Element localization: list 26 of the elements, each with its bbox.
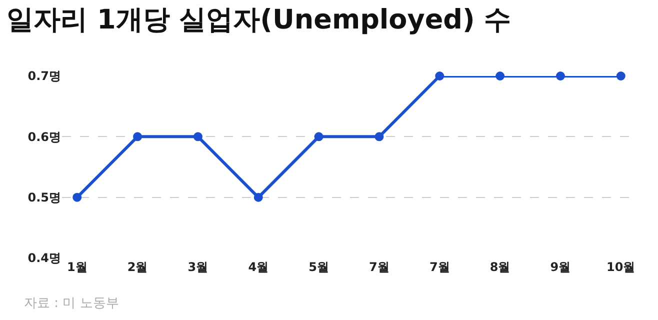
point xyxy=(496,72,505,80)
x-tick-label: 3월 xyxy=(188,260,208,274)
text: 자료 : 미 노동부 xyxy=(24,296,119,311)
y-tick-label: 0.5명 xyxy=(28,190,61,205)
point xyxy=(556,72,565,80)
x-tick-label: 5월 xyxy=(308,260,329,274)
x-tick-label: 7월 xyxy=(369,260,390,274)
point xyxy=(133,132,142,142)
y-tick-label: 0.6명 xyxy=(28,130,61,144)
x-tick-label: 10월 xyxy=(606,260,636,274)
x-tick-label: 2월 xyxy=(127,260,148,274)
y-tick-label: 0.7명 xyxy=(28,69,61,84)
x-tick-label: 8월 xyxy=(490,260,510,274)
point xyxy=(72,192,82,202)
point xyxy=(314,132,324,142)
x-tick-label: 7월 xyxy=(429,260,450,274)
point xyxy=(616,72,626,80)
x-tick-label: 1월 xyxy=(66,260,88,274)
point xyxy=(193,132,202,142)
y-tick-label: 0.4명 xyxy=(28,251,61,266)
point xyxy=(374,132,384,142)
point xyxy=(435,72,444,80)
x-tick-label: 4월 xyxy=(248,260,269,274)
x-tick-label: 9월 xyxy=(550,260,571,274)
chart-title: 일자리 1개당 실업자(Unemployed) 수 xyxy=(6,4,512,36)
point xyxy=(254,192,263,202)
